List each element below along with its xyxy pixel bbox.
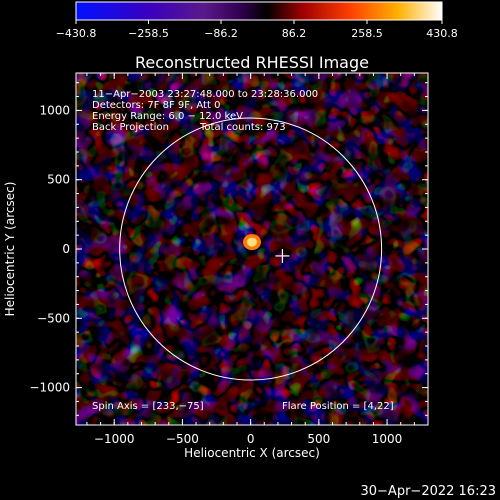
- y-tick-label: 500: [47, 173, 70, 187]
- x-tick-label: −1000: [94, 432, 135, 446]
- solar-limb: [119, 117, 383, 381]
- plot-area: −1000 −500 0 500 1000 −1000 −500 0 500 1000: [29, 72, 429, 446]
- x-tick-label: 0: [247, 432, 255, 446]
- y-tick-label: 0: [62, 242, 70, 256]
- colorbar-tick-label: 86.2: [282, 27, 307, 40]
- x-tick-label: 1000: [372, 432, 403, 446]
- y-axis-label: Heliocentric Y (arcsec): [3, 182, 17, 317]
- annotation-method: Back Projection: [92, 122, 169, 133]
- timestamp: 30−Apr−2022 16:23: [361, 484, 497, 499]
- colorbar-tick-label: −430.8: [56, 27, 97, 40]
- chart-title: Reconstructed RHESSI Image: [135, 53, 369, 72]
- colorbar-tick-label: −258.5: [128, 27, 169, 40]
- annotation-energy-range: Energy Range: 6.0 − 12.0 keV: [92, 111, 243, 122]
- x-axis-label: Heliocentric X (arcsec): [184, 446, 320, 460]
- x-tick-label: 500: [307, 432, 330, 446]
- colorbar-tick-label: 430.8: [426, 27, 458, 40]
- colorbar-tick-label: −86.2: [204, 27, 238, 40]
- annotation-spin-axis: Spin Axis = [233,−75]: [92, 401, 204, 412]
- annotation-total-counts: Total counts: 973: [199, 122, 286, 133]
- x-tick-label: −500: [166, 432, 199, 446]
- colorbar-tick-label: 258.5: [351, 27, 383, 40]
- hotspot-core: [247, 237, 257, 247]
- annotation-flare-position: Flare Position = [4,22]: [282, 401, 394, 412]
- y-tick-label: −1000: [29, 381, 70, 395]
- annotation-detectors: Detectors: 7F 8F 9F, Att 0: [92, 100, 220, 111]
- y-tick-label: 1000: [39, 103, 70, 117]
- y-tick-label: −500: [37, 311, 70, 325]
- annotation-time-range: 11−Apr−2003 23:27:48.000 to 23:28:36.000: [92, 89, 318, 100]
- colorbar: −430.8 −258.5 −86.2 86.2 258.5 430.8: [56, 1, 458, 40]
